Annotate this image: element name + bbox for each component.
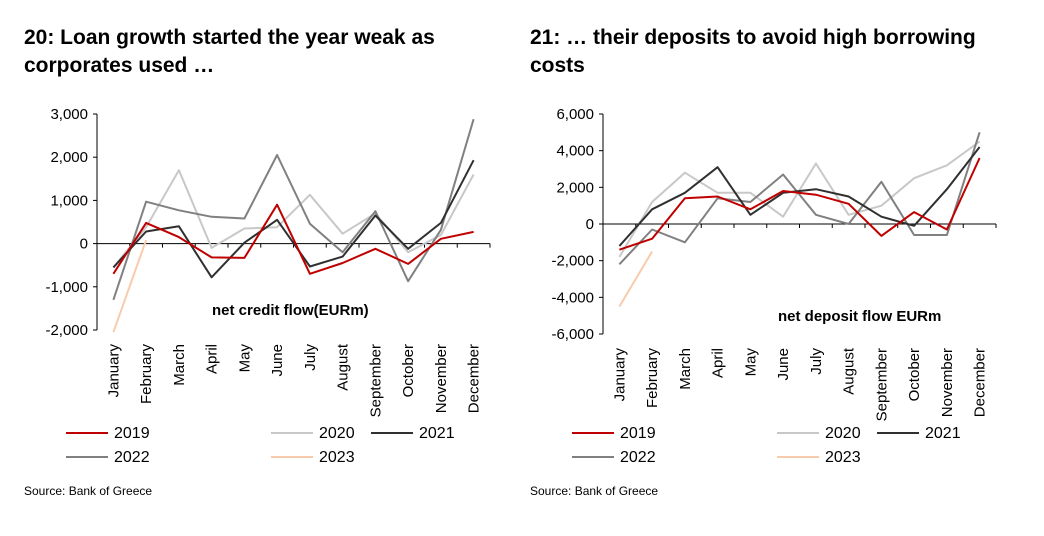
- legend-label-2019: 2019: [114, 425, 150, 442]
- series-line-2022: [618, 131, 981, 265]
- x-category-label: July: [808, 348, 825, 375]
- series-line-2023: [618, 250, 653, 308]
- y-tick-label: 6,000: [556, 106, 594, 123]
- series-line-2019: [112, 203, 474, 275]
- y-tick-label: -6,000: [551, 326, 594, 343]
- series-line-2021: [112, 159, 475, 279]
- legend-label-2023: 2023: [319, 449, 355, 466]
- source-note-loan: Source: Bank of Greece: [24, 484, 153, 498]
- chart-title-deposits: 21: … their deposits to avoid high borro…: [530, 26, 976, 77]
- x-category-label: April: [710, 348, 727, 378]
- y-tick-label: 2,000: [556, 179, 594, 196]
- y-tick-label: 0: [586, 216, 594, 233]
- x-category-label: June: [269, 344, 286, 377]
- y-tick-label: 4,000: [556, 143, 594, 160]
- x-category-label: July: [302, 344, 319, 371]
- x-category-label: May: [742, 348, 759, 377]
- x-category-label: August: [335, 343, 352, 391]
- x-category-label: October: [906, 348, 923, 401]
- chart-1: -2,000 -1,000 0 1,000 2,000 3,000 January Febru…: [45, 106, 491, 466]
- y-tick-label: -2,000: [551, 253, 594, 270]
- legend-label-2022: 2022: [620, 449, 656, 466]
- series-line-2022: [112, 118, 475, 301]
- y-tick-label: 0: [80, 236, 88, 253]
- y-tick-label: 2,000: [50, 149, 88, 166]
- series-line-2023: [112, 239, 148, 333]
- x-category-label: April: [204, 344, 221, 374]
- x-category-label: September: [873, 348, 890, 421]
- x-category-label: January: [105, 344, 122, 398]
- source-note-deposit: Source: Bank of Greece: [530, 484, 659, 498]
- legend-label-2020: 2020: [319, 425, 355, 442]
- chart-annotation: net deposit flow EURm: [778, 308, 941, 325]
- series-line-2020: [112, 169, 475, 269]
- y-tick-label: 1,000: [50, 192, 88, 209]
- x-category-label: September: [367, 344, 384, 417]
- x-category-label: March: [171, 344, 188, 386]
- chart-2: -6,000 -4,000 -2,000 0 2,000 4,000 6,000 Januar…: [551, 106, 997, 466]
- series-line-2019: [619, 157, 981, 251]
- x-category-label: November: [939, 348, 956, 417]
- x-category-label: December: [972, 348, 989, 417]
- chart-title-loan-growth: 20: Loan growth started the year weak as…: [24, 26, 435, 77]
- legend-label-2022: 2022: [114, 449, 150, 466]
- legend-label-2021: 2021: [925, 425, 961, 442]
- legend-label-2023: 2023: [825, 449, 861, 466]
- x-category-label: November: [433, 344, 450, 413]
- x-category-label: February: [138, 344, 155, 405]
- x-category-label: December: [466, 344, 483, 413]
- y-tick-label: 3,000: [50, 106, 88, 123]
- x-category-label: February: [644, 348, 661, 409]
- chart-annotation: net credit flow(EURm): [212, 302, 369, 319]
- x-category-label: May: [236, 344, 253, 373]
- legend-label-2021: 2021: [419, 425, 455, 442]
- x-category-label: June: [775, 348, 792, 381]
- legend-label-2019: 2019: [620, 425, 656, 442]
- x-category-label: October: [400, 344, 417, 397]
- legend-label-2020: 2020: [825, 425, 861, 442]
- x-category-label: March: [677, 348, 694, 390]
- y-tick-label: -4,000: [551, 289, 594, 306]
- x-category-label: January: [611, 348, 628, 402]
- y-tick-label: -2,000: [45, 322, 88, 339]
- series-line-2021: [618, 146, 981, 247]
- y-tick-label: -1,000: [45, 279, 88, 296]
- x-category-label: August: [841, 347, 858, 395]
